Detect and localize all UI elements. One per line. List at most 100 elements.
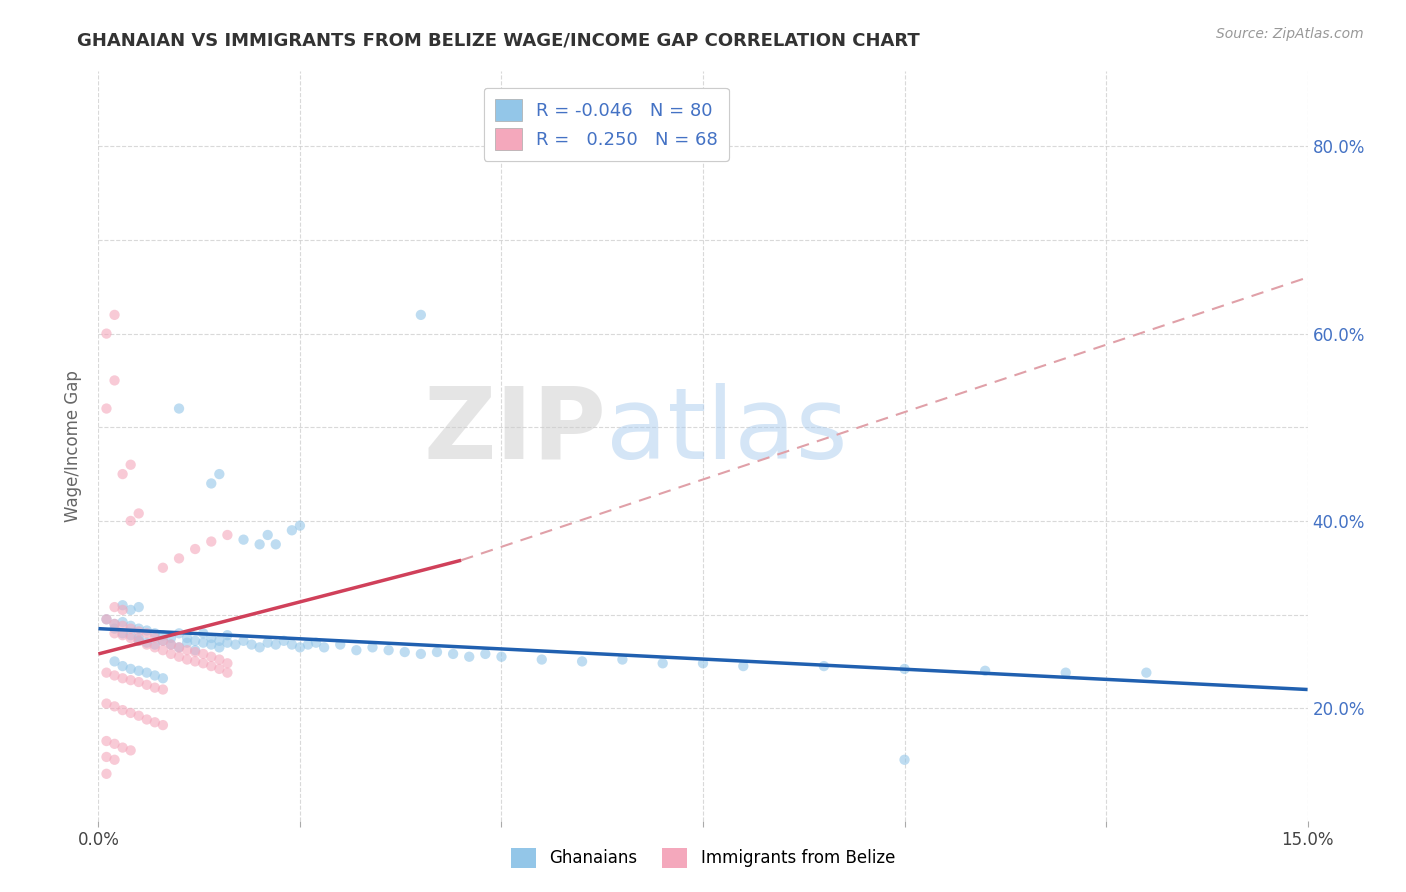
Point	[96, 750, 118, 764]
Point	[167, 649, 190, 664]
Point	[167, 626, 190, 640]
Point	[103, 655, 125, 669]
Point	[128, 664, 150, 678]
Point	[152, 718, 174, 732]
Point	[692, 657, 714, 671]
Legend: Ghanaians, Immigrants from Belize: Ghanaians, Immigrants from Belize	[505, 841, 901, 875]
Point	[103, 699, 125, 714]
Point	[409, 647, 432, 661]
Point	[96, 697, 118, 711]
Point	[297, 638, 319, 652]
Point	[111, 703, 134, 717]
Text: GHANAIAN VS IMMIGRANTS FROM BELIZE WAGE/INCOME GAP CORRELATION CHART: GHANAIAN VS IMMIGRANTS FROM BELIZE WAGE/…	[77, 31, 920, 49]
Point	[176, 643, 198, 657]
Point	[120, 706, 142, 720]
Point	[120, 673, 142, 688]
Point	[160, 631, 183, 645]
Y-axis label: Wage/Income Gap: Wage/Income Gap	[65, 370, 83, 522]
Point	[128, 507, 150, 521]
Point	[491, 649, 513, 664]
Point	[135, 626, 157, 640]
Point	[103, 626, 125, 640]
Point	[120, 743, 142, 757]
Point	[184, 633, 207, 648]
Point	[193, 647, 215, 661]
Point	[96, 612, 118, 626]
Point	[143, 626, 166, 640]
Point	[240, 638, 263, 652]
Point	[200, 631, 222, 645]
Point	[305, 635, 328, 649]
Point	[111, 599, 134, 613]
Point	[314, 640, 336, 655]
Point	[176, 635, 198, 649]
Point	[111, 603, 134, 617]
Point	[103, 308, 125, 322]
Point	[120, 628, 142, 642]
Point	[193, 626, 215, 640]
Point	[361, 640, 384, 655]
Point	[152, 628, 174, 642]
Point	[377, 643, 399, 657]
Point	[96, 612, 118, 626]
Point	[344, 643, 367, 657]
Point	[128, 600, 150, 615]
Point	[1135, 665, 1157, 680]
Point	[208, 633, 231, 648]
Point	[264, 638, 287, 652]
Point	[128, 633, 150, 648]
Point	[974, 664, 997, 678]
Point	[120, 622, 142, 636]
Point	[733, 659, 755, 673]
Point	[200, 649, 222, 664]
Point	[103, 622, 125, 636]
Point	[217, 528, 239, 542]
Point	[120, 514, 142, 528]
Point	[128, 624, 150, 639]
Point	[184, 645, 207, 659]
Point	[571, 655, 593, 669]
Point	[256, 528, 278, 542]
Point	[474, 647, 496, 661]
Point	[128, 633, 150, 648]
Point	[128, 675, 150, 690]
Point	[160, 638, 183, 652]
Point	[103, 753, 125, 767]
Point	[200, 659, 222, 673]
Point	[167, 640, 190, 655]
Point	[111, 626, 134, 640]
Point	[200, 534, 222, 549]
Point	[103, 600, 125, 615]
Text: Source: ZipAtlas.com: Source: ZipAtlas.com	[1216, 27, 1364, 41]
Point	[176, 652, 198, 666]
Point	[184, 655, 207, 669]
Point	[651, 657, 673, 671]
Point	[893, 662, 915, 676]
Point	[208, 652, 231, 666]
Point	[120, 662, 142, 676]
Point	[103, 737, 125, 751]
Point	[160, 638, 183, 652]
Point	[217, 657, 239, 671]
Point	[143, 668, 166, 682]
Point	[96, 665, 118, 680]
Point	[111, 467, 134, 482]
Point	[135, 638, 157, 652]
Point	[224, 638, 246, 652]
Point	[143, 638, 166, 652]
Point	[128, 622, 150, 636]
Point	[152, 643, 174, 657]
Point	[612, 652, 634, 666]
Point	[193, 657, 215, 671]
Point	[530, 652, 553, 666]
Point	[135, 713, 157, 727]
Point	[135, 635, 157, 649]
Point	[152, 633, 174, 648]
Point	[217, 665, 239, 680]
Point	[893, 753, 915, 767]
Point	[281, 638, 304, 652]
Point	[208, 640, 231, 655]
Point	[208, 662, 231, 676]
Point	[128, 631, 150, 645]
Point	[813, 659, 835, 673]
